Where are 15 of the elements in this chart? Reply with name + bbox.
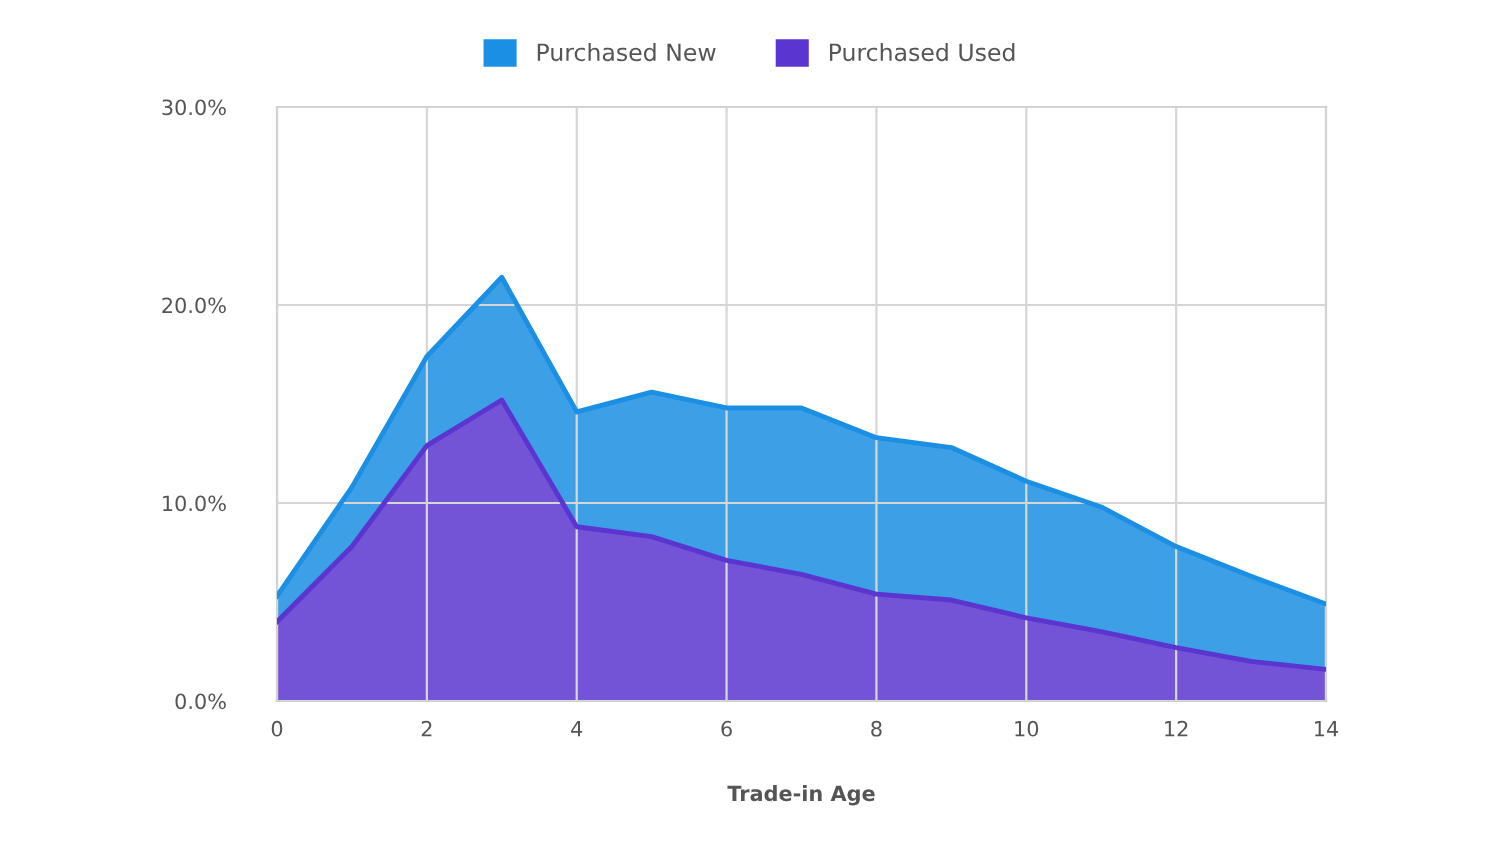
- x-tick-label: 6: [721, 720, 732, 737]
- y-tick-label: 30.0%: [162, 99, 226, 116]
- y-tick-label: 0.0%: [175, 693, 226, 710]
- y-tick-label: 10.0%: [163, 495, 226, 512]
- legend-label: Purchased New: [537, 42, 716, 62]
- x-axis-title: Trade-in Age: [727, 785, 875, 806]
- x-tick-label: 12: [1165, 720, 1188, 737]
- legend-label: Purchased Used: [829, 42, 1015, 62]
- x-tick-label: 4: [571, 721, 583, 737]
- x-tick-label: 0: [271, 720, 283, 737]
- x-tick-label: 8: [871, 720, 882, 737]
- x-tick-label: 2: [421, 720, 432, 737]
- x-tick-label: 10: [1015, 720, 1039, 737]
- x-tick-label: 14: [1315, 721, 1339, 737]
- y-tick-label: 20.0%: [162, 297, 226, 314]
